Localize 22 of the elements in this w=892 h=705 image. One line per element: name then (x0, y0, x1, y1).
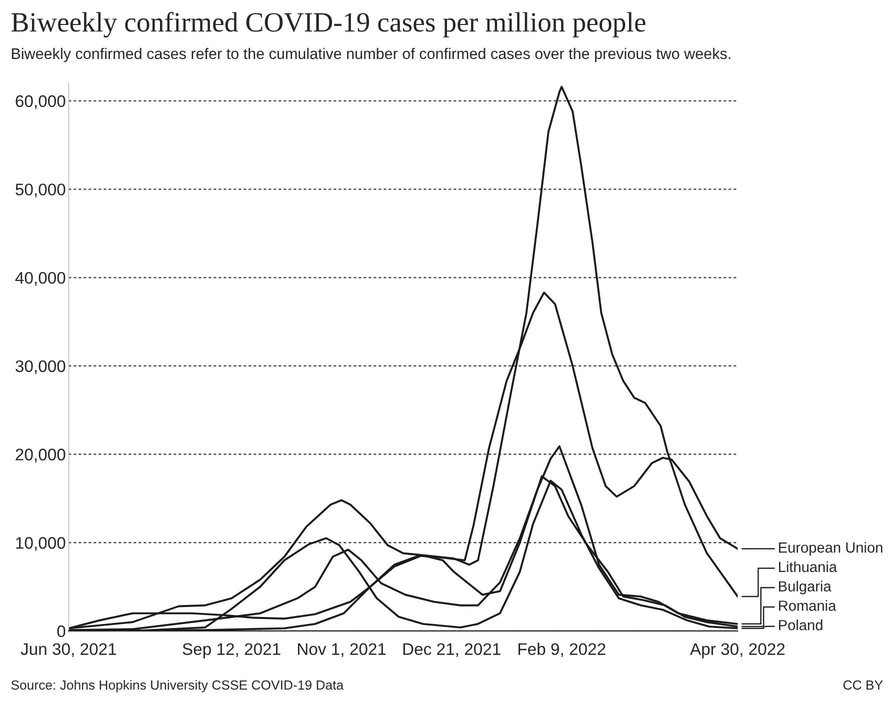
chart-subtitle: Biweekly confirmed cases refer to the cumulative number of confirmed cases over the previous two weeks. (12, 48, 730, 62)
x-tick-label: Apr 30, 2022 (690, 643, 785, 658)
text: Bulgaria (779, 580, 832, 594)
y-tick-label: 50,000 (16, 184, 66, 198)
text: Romania (779, 600, 836, 611)
y-tick-label: 60,000 (16, 95, 66, 110)
y-tick-label: 10,000 (16, 537, 66, 551)
y-tick-label: 0 (57, 625, 66, 638)
x-tick-label: Sep 12, 2021 (182, 643, 280, 658)
x-tick-label: Dec 21, 2021 (403, 643, 500, 657)
x-tick-label: Feb 9, 2022 (518, 642, 606, 657)
legend-label: Poland (779, 620, 822, 630)
source-note: Source: Johns Hopkins University CSSE COVID-19 Data (11, 680, 344, 692)
legend-label: European Union (779, 542, 882, 556)
y-tick-label: 40,000 (15, 272, 66, 286)
x-tick-label: Jun 30, 2021 (20, 643, 116, 657)
x-tick-label: Nov 1, 2021 (298, 643, 386, 657)
text: CC BY (843, 680, 883, 690)
chart-title: Biweekly confirmed COVID-19 cases per million people (12, 12, 646, 38)
y-tick-label: 20,000 (16, 448, 66, 462)
text: Lithuania (779, 561, 838, 572)
y-tick-label: 30,000 (16, 360, 66, 374)
